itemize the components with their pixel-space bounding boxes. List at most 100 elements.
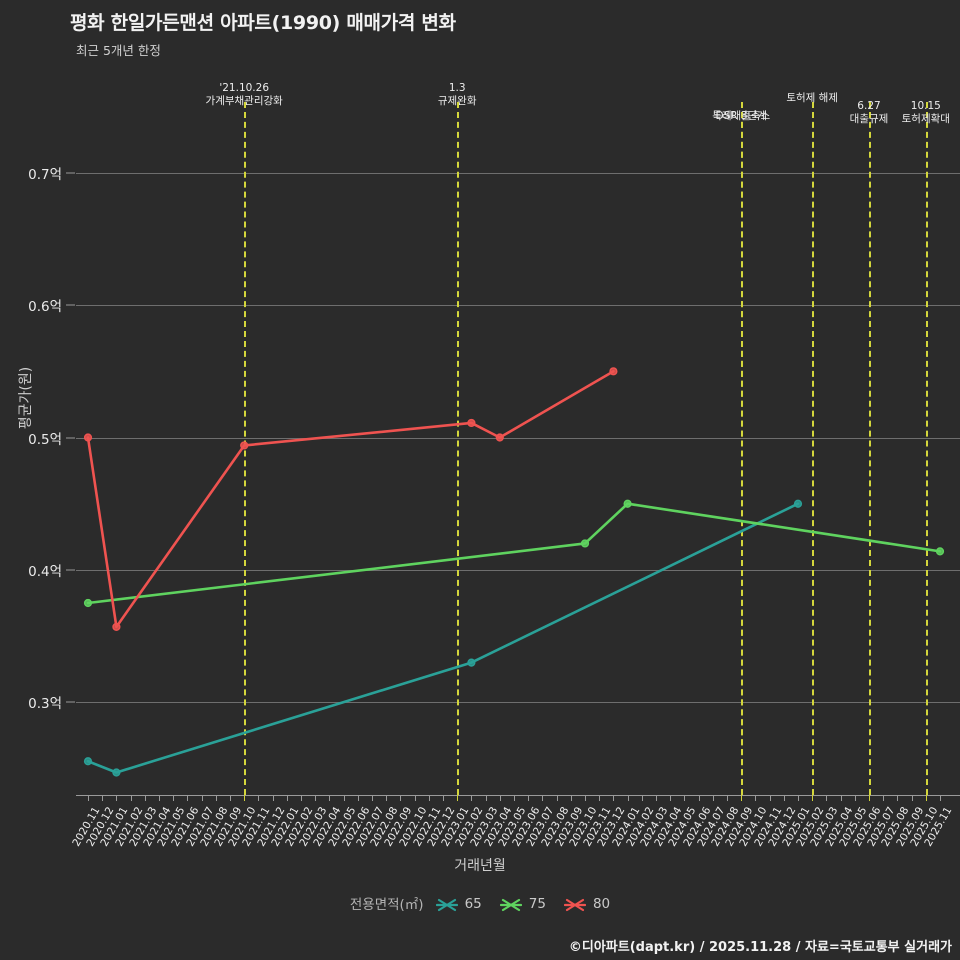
legend-item-80[interactable]: 80 (563, 896, 610, 913)
event-label: 가계부채관리강화 (205, 95, 283, 107)
event-annotation: 10.15 토허제확대 (902, 100, 950, 126)
y-tick-mark (66, 172, 75, 174)
event-line (812, 102, 815, 795)
gridline (76, 305, 960, 307)
data-point[interactable] (112, 622, 121, 631)
data-point[interactable] (935, 547, 945, 556)
x-tick-mark (187, 795, 189, 801)
x-tick-mark (698, 795, 700, 801)
event-annotation: 토허제 해제 (786, 92, 838, 105)
x-tick-mark (854, 795, 856, 801)
x-tick-mark (499, 795, 501, 801)
x-tick-mark (130, 795, 132, 801)
legend-marker-icon (435, 898, 458, 912)
x-tick-mark (570, 795, 572, 801)
x-axis-title: 거래년월 (454, 858, 506, 874)
y-tick-label: 0.4억 (28, 563, 62, 580)
x-tick-mark (812, 795, 814, 801)
x-tick-mark (201, 795, 203, 801)
x-tick-mark (244, 795, 246, 801)
x-tick-mark (471, 795, 473, 801)
legend: 전용면적(㎡) 65 75 80 (0, 893, 960, 913)
legend-marker-icon (499, 898, 522, 912)
y-tick-mark (66, 437, 75, 439)
x-tick-mark (883, 795, 885, 801)
data-point[interactable] (112, 768, 121, 777)
series-line-80 (86, 370, 615, 629)
legend-label: 65 (464, 896, 482, 912)
event-line (869, 102, 871, 795)
x-tick-mark (230, 795, 231, 801)
x-tick-mark (400, 795, 402, 801)
data-point[interactable] (609, 367, 618, 376)
x-tick-mark (613, 795, 615, 801)
x-tick-mark (272, 795, 274, 801)
x-tick-mark (897, 795, 899, 801)
x-tick-mark (357, 795, 359, 801)
x-tick-mark (528, 795, 530, 801)
x-tick-mark (911, 795, 913, 801)
x-tick-mark (783, 795, 785, 801)
x-tick-mark (414, 795, 416, 801)
x-tick-mark (215, 795, 217, 801)
legend-label: 75 (528, 896, 546, 912)
x-tick-mark (173, 795, 175, 801)
data-point[interactable] (623, 499, 632, 508)
x-tick-mark (102, 795, 104, 801)
x-tick-mark (372, 795, 373, 801)
x-tick-mark (485, 795, 487, 801)
y-tick-label: 0.3억 (28, 696, 62, 713)
legend-marker-icon (563, 898, 587, 912)
y-tick-mark (66, 569, 75, 571)
x-tick-mark (826, 795, 828, 801)
event-date: 1.3 (448, 82, 466, 94)
y-tick-mark (66, 701, 75, 703)
plot-area: 2020.11 2020.12 2021.01 2021.02 2021.03 2021.… (70, 102, 960, 849)
gridline (76, 172, 960, 174)
event-annotation: '21.10.26 가계부채관리강화 (206, 82, 283, 108)
data-point[interactable] (467, 658, 476, 667)
x-tick-mark (940, 795, 941, 801)
event-annotation: 특례대출축소 (712, 110, 770, 123)
event-label: 특례대출축소 (712, 110, 771, 122)
x-tick-mark (670, 795, 672, 801)
y-tick-label: 0.6억 (28, 299, 62, 316)
x-tick-mark (428, 795, 430, 801)
x-tick-mark (840, 795, 842, 801)
legend-items: 65 75 80 (435, 896, 610, 913)
x-tick-mark (755, 795, 757, 801)
data-point[interactable] (83, 433, 93, 442)
x-tick-mark (514, 795, 515, 801)
data-point[interactable] (83, 598, 93, 608)
data-point[interactable] (83, 757, 93, 766)
data-point[interactable] (495, 433, 504, 442)
event-label: DSR 3단계 (715, 110, 767, 122)
footer-credit: ©디아파트(dapt.kr) / 2025.11.28 / 자료=국토교통부 실… (568, 940, 952, 955)
data-point[interactable] (467, 418, 476, 428)
x-tick-mark (727, 795, 728, 801)
series-line-75 (86, 502, 942, 605)
event-line (457, 102, 460, 795)
data-point[interactable] (580, 539, 590, 548)
x-tick-mark (798, 795, 799, 801)
data-point[interactable] (240, 441, 249, 450)
x-tick-mark (925, 795, 927, 801)
legend-item-65[interactable]: 65 (435, 896, 482, 913)
data-point[interactable] (793, 499, 803, 508)
x-tick-mark (286, 795, 288, 801)
event-label: 토허제 해제 (786, 92, 839, 104)
x-tick-mark (556, 795, 558, 801)
event-label: 규제완화 (437, 95, 477, 107)
y-tick-mark (66, 304, 75, 306)
x-tick-mark (258, 795, 260, 801)
x-tick-mark (301, 795, 302, 801)
event-line (741, 102, 744, 795)
legend-item-75[interactable]: 75 (499, 896, 546, 913)
x-tick-mark (329, 795, 331, 801)
series-layer (83, 367, 945, 777)
event-annotation: 1.3 규제완화 (438, 82, 477, 108)
event-date: 6.27 (857, 100, 881, 112)
x-tick-mark (869, 795, 870, 801)
x-tick-mark (159, 795, 160, 801)
